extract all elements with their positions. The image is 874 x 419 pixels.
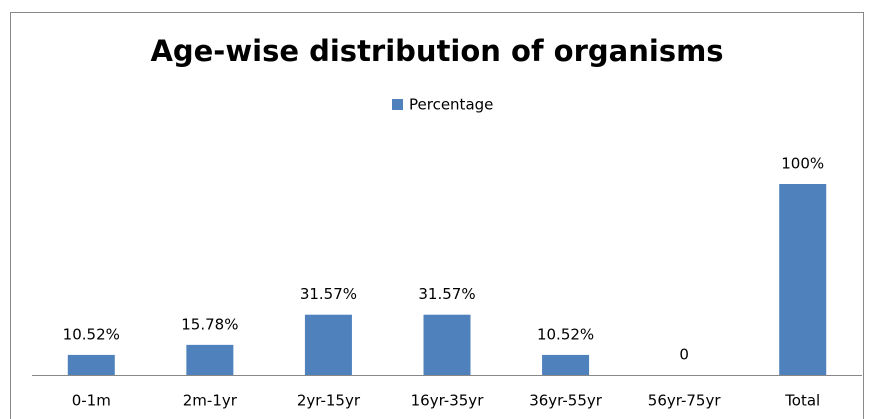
x-tick-label: 56yr-75yr <box>648 392 722 410</box>
x-tick-label: 0-1m <box>72 392 111 410</box>
chart-title: Age-wise distribution of organisms <box>150 34 723 68</box>
chart-frame <box>10 12 864 419</box>
x-tick-label: 2yr-15yr <box>297 392 361 410</box>
value-label: 10.52% <box>63 325 120 343</box>
bar <box>67 354 115 375</box>
value-label: 10.52% <box>537 325 594 343</box>
x-tick-label: 2m-1yr <box>183 392 238 410</box>
bar <box>304 314 352 375</box>
value-label: 0 <box>679 346 689 364</box>
bar <box>186 344 234 375</box>
value-label: 31.57% <box>418 285 475 303</box>
bar <box>779 184 827 375</box>
x-tick-label: 36yr-55yr <box>529 392 603 410</box>
x-tick-label: 16yr-35yr <box>411 392 485 410</box>
legend-label: Percentage <box>409 96 493 114</box>
x-tick-label: Total <box>784 392 820 410</box>
bar <box>423 314 471 375</box>
value-label: 100% <box>781 155 824 173</box>
value-label: 31.57% <box>300 285 357 303</box>
legend-swatch <box>392 99 403 110</box>
value-label: 15.78% <box>181 315 238 333</box>
bar <box>542 354 590 375</box>
